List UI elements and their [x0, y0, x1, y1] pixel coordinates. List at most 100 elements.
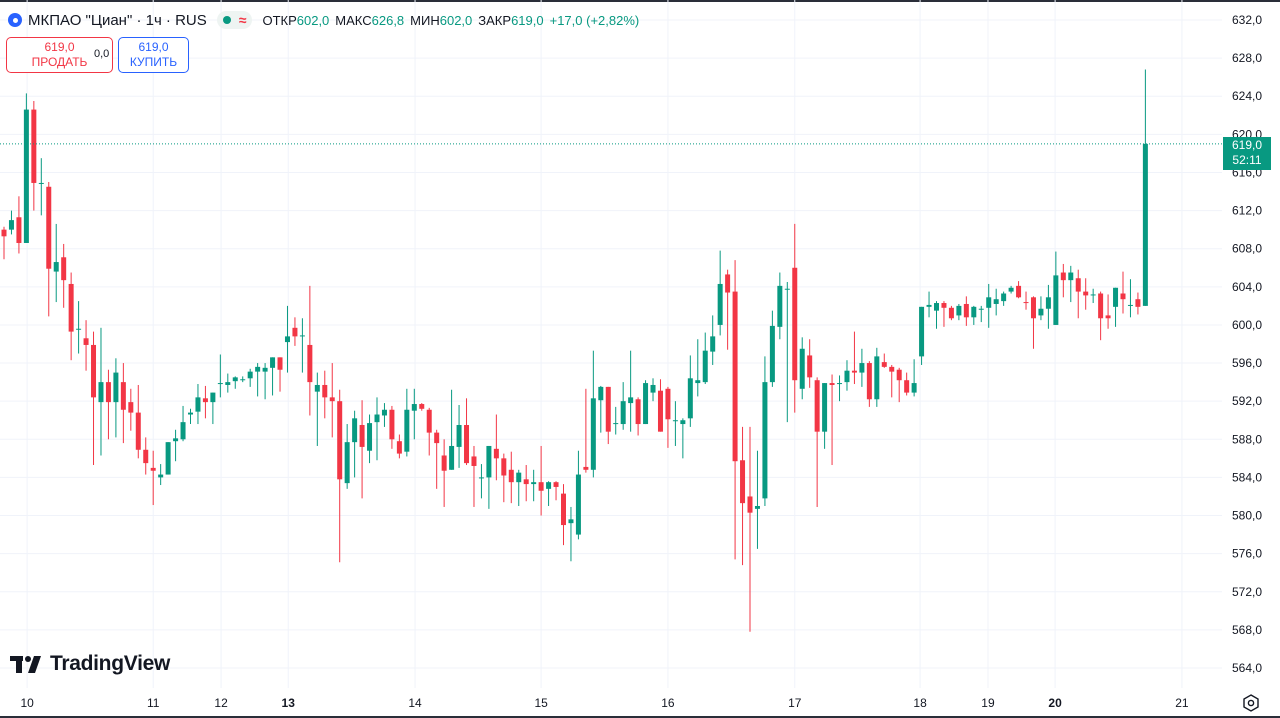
candle-body [889, 366, 895, 372]
candle-body [695, 380, 701, 384]
price-change: +17,0 (+2,82%) [549, 12, 640, 28]
bottom-border [0, 716, 1280, 718]
candle [31, 101, 37, 211]
candle-body [307, 344, 313, 383]
candle [1142, 69, 1148, 306]
candle [329, 363, 335, 438]
candle-body [38, 182, 44, 184]
symbol-title[interactable]: МКПАО "Циан" · 1ч · RUS [28, 11, 207, 29]
candle [904, 372, 910, 396]
candle-body [717, 283, 723, 325]
candle [978, 305, 984, 323]
candle [687, 355, 693, 427]
candle-body [31, 109, 37, 183]
candle [971, 305, 977, 325]
candle-body [1038, 308, 1044, 316]
y-tick-label: 576,0 [1232, 547, 1262, 561]
candle-body [419, 404, 425, 409]
candle [837, 375, 843, 402]
candle-body [628, 397, 634, 404]
candle-body [411, 404, 417, 411]
candle [1098, 291, 1104, 341]
y-tick-label: 584,0 [1232, 470, 1262, 484]
candle-body [225, 382, 231, 385]
candle [434, 429, 440, 489]
candle-body [322, 384, 328, 398]
candle-body [284, 336, 290, 343]
candle-body [680, 420, 686, 425]
price-axis[interactable]: 564,0 568,0 572,0 576,0 580,0 584,0 588,0 592,0… [1232, 13, 1262, 675]
candle [307, 285, 313, 416]
sell-button[interactable]: 619,0 ПРОДАТЬ [6, 37, 113, 73]
buy-price: 619,0 [138, 40, 169, 54]
candle-body [173, 438, 179, 442]
candle [389, 405, 395, 449]
market-status-pill[interactable]: ≈ [216, 11, 253, 29]
time-axis[interactable]: 10 11 12 13 14 15 16 17 18 19 20 21 [20, 696, 1188, 710]
candle [202, 385, 208, 419]
candle-body [725, 274, 731, 293]
candle [128, 388, 134, 431]
y-tick-label: 624,0 [1232, 89, 1262, 103]
candle-body [643, 383, 649, 425]
x-tick-label: 17 [788, 696, 802, 710]
candle [150, 450, 156, 506]
candle [747, 426, 753, 632]
candle [478, 464, 484, 499]
candle [210, 392, 216, 425]
candle-body [956, 305, 962, 316]
candle-body [598, 386, 604, 401]
candle-body [687, 378, 693, 419]
candle [680, 418, 686, 459]
candle [859, 348, 865, 387]
candle-body [389, 409, 395, 440]
bar-countdown: 52:11 [1232, 153, 1262, 167]
y-tick-label: 592,0 [1232, 394, 1262, 408]
candle [240, 376, 246, 383]
candle [270, 357, 276, 396]
candle [732, 260, 738, 560]
candle-body [1023, 302, 1029, 304]
candle [934, 301, 939, 329]
candle [91, 331, 97, 466]
candle-body [329, 397, 335, 402]
candle-body [68, 283, 74, 332]
candle [590, 350, 596, 478]
ohlc-low: МИН602,0 [410, 12, 473, 28]
candle-body [904, 380, 910, 393]
candle [411, 388, 417, 440]
candle-body [1098, 293, 1104, 319]
candle-body [866, 363, 872, 400]
candle [105, 369, 111, 440]
candle-body [471, 456, 477, 466]
candle [919, 306, 925, 365]
candle-body [650, 384, 656, 393]
candle [628, 350, 634, 432]
y-tick-label: 568,0 [1232, 623, 1262, 637]
candle-body [702, 350, 708, 383]
candle [46, 182, 52, 317]
candle [1068, 265, 1074, 303]
candle [508, 451, 514, 504]
candle-body [993, 299, 999, 304]
candle-body [568, 519, 574, 524]
candle-body [46, 186, 52, 269]
y-tick-label: 580,0 [1232, 509, 1262, 523]
candle [1053, 251, 1059, 325]
candle [1030, 296, 1036, 349]
buy-button[interactable]: 619,0 КУПИТЬ [118, 37, 189, 73]
candle [419, 403, 425, 411]
candle [1113, 287, 1119, 327]
candle [367, 414, 373, 464]
candle-body [1008, 287, 1014, 292]
candle [702, 332, 708, 385]
tradingview-logo[interactable]: TradingView [10, 652, 170, 676]
candle [38, 158, 44, 216]
ohlc-values: ОТКР602,0 МАКС626,8 МИН602,0 ЗАКР619,0 +… [262, 13, 639, 28]
settings-gear-icon[interactable] [1242, 694, 1260, 712]
sell-price: 619,0 [44, 40, 75, 54]
candle [725, 269, 731, 350]
candle [874, 347, 880, 407]
candle [605, 386, 611, 445]
